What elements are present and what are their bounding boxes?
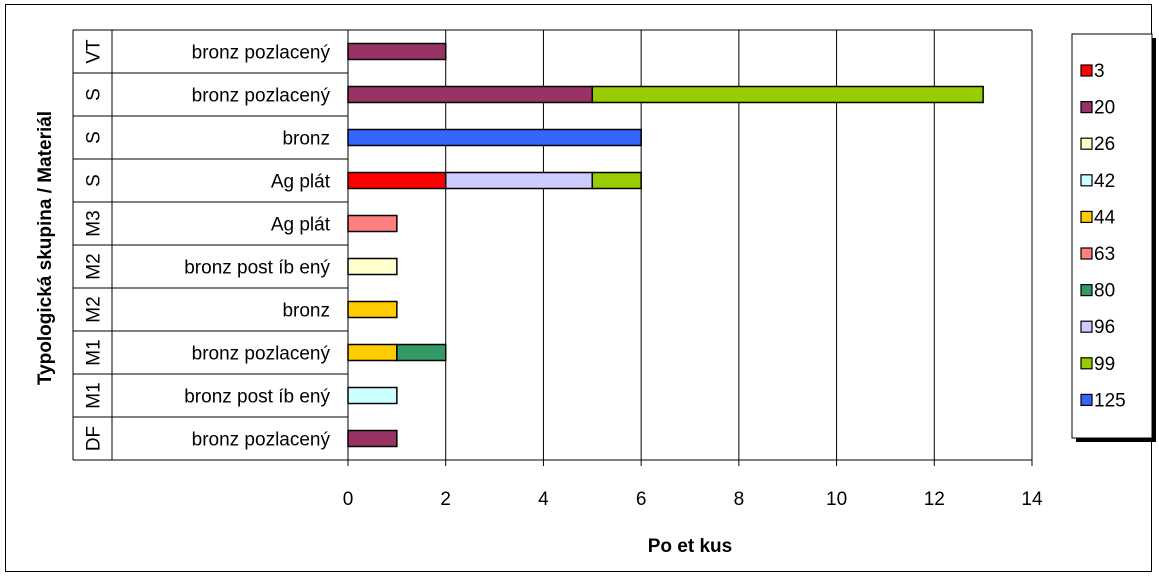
legend-swatch	[1080, 137, 1093, 150]
legend-label: 125	[1094, 390, 1126, 411]
legend-swatch	[1080, 64, 1093, 77]
material-label: bronz pozlacený	[192, 86, 331, 107]
material-label: Ag plát	[271, 172, 331, 193]
bars	[347, 42, 984, 448]
bar-segment	[347, 128, 642, 147]
legend-label: 80	[1094, 281, 1115, 302]
material-label: bronz	[282, 301, 330, 322]
legend-label: 44	[1094, 207, 1116, 228]
group-label: VT	[84, 39, 105, 64]
bar-segment	[347, 214, 398, 233]
x-tick-label: 6	[636, 489, 647, 510]
bar-segment	[591, 85, 984, 104]
x-tick-label: 8	[734, 489, 745, 510]
group-label: S	[84, 88, 105, 101]
group-label: M2	[84, 296, 105, 322]
bar-segment	[347, 429, 398, 448]
group-label: M2	[84, 253, 105, 279]
bar-segment	[347, 85, 594, 104]
group-label: M1	[84, 339, 105, 365]
bar-segment	[347, 300, 398, 319]
x-tick-label: 4	[538, 489, 549, 510]
legend-swatch	[1080, 100, 1093, 114]
material-label: bronz post íb ený	[184, 387, 330, 408]
group-label: S	[84, 174, 105, 187]
material-label: Ag plát	[271, 215, 331, 236]
material-label: bronz post íb ený	[184, 258, 330, 279]
legend-label: 42	[1094, 171, 1115, 192]
legend-swatch	[1080, 284, 1093, 297]
bar-segment	[396, 343, 447, 362]
x-tick-label: 10	[826, 489, 847, 510]
y-axis-title: Typologická skupina / Materiál	[35, 111, 56, 385]
x-tick-label: 2	[440, 489, 451, 510]
bar-segment	[347, 171, 447, 190]
bar-segment	[347, 257, 398, 276]
legend: 3 20 26 42 44 63 80 96 99 125	[1071, 33, 1156, 442]
group-label: S	[84, 131, 105, 144]
legend-swatch	[1080, 247, 1093, 260]
x-tick-label: 14	[1021, 489, 1043, 510]
legend-swatch	[1080, 174, 1093, 187]
material-label: bronz	[282, 129, 330, 150]
legend-box	[1071, 33, 1153, 439]
group-label: M1	[84, 382, 105, 408]
legend-swatch	[1080, 320, 1093, 333]
x-tick-label: 0	[343, 489, 354, 510]
legend-swatch	[1080, 393, 1093, 406]
x-tick-label: 12	[924, 489, 945, 510]
legend-swatch	[1080, 357, 1093, 370]
legend-swatch	[1080, 210, 1093, 223]
x-axis-title: Po et kus	[648, 536, 732, 557]
bar-segment	[347, 386, 398, 405]
legend-label: 20	[1094, 98, 1115, 119]
bar-segment	[444, 171, 594, 190]
group-label: DF	[84, 426, 105, 451]
axes: 0 2 4 6 8 10 12 14	[72, 29, 1043, 510]
legend-label: 26	[1094, 134, 1115, 155]
legend-label: 3	[1094, 61, 1105, 82]
material-label: bronz pozlacený	[192, 344, 331, 365]
category-labels: VT bronz pozlacený S bronz pozlacený S bronz S…	[84, 39, 331, 451]
material-label: bronz pozlacený	[192, 430, 331, 451]
bar-segment	[347, 343, 398, 362]
legend-label: 63	[1094, 244, 1115, 265]
legend-label: 96	[1094, 317, 1115, 338]
material-label: bronz pozlacený	[192, 43, 331, 64]
legend-label: 99	[1094, 354, 1115, 375]
bar-segment	[591, 171, 642, 190]
bar-segment	[347, 42, 447, 61]
group-label: M3	[84, 210, 105, 236]
